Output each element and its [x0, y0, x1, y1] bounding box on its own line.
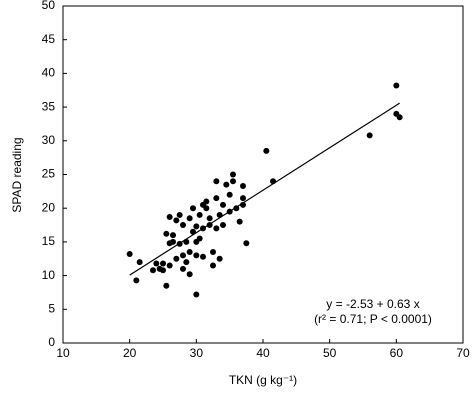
fit-line: [129, 102, 400, 276]
point: [173, 217, 180, 224]
point: [393, 82, 400, 89]
x-tick-label: 60: [390, 346, 404, 360]
point: [126, 251, 133, 258]
x-tick-label: 30: [190, 346, 204, 360]
point: [223, 181, 230, 188]
point: [206, 222, 213, 229]
point: [193, 252, 200, 259]
point: [160, 267, 166, 274]
y-tick-label: 15: [42, 234, 56, 248]
x-tick-label: 10: [56, 346, 70, 360]
y-tick-label: 35: [42, 99, 56, 113]
point: [233, 205, 240, 212]
point: [163, 230, 170, 237]
point: [160, 260, 166, 267]
point: [170, 232, 176, 239]
point: [230, 171, 236, 178]
point: [203, 205, 210, 212]
point: [196, 235, 203, 242]
point: [190, 205, 196, 212]
y-tick-label: 45: [42, 32, 56, 46]
point: [206, 215, 213, 222]
point: [396, 114, 403, 121]
point: [230, 178, 236, 185]
point: [176, 211, 183, 218]
point: [213, 195, 220, 202]
point: [240, 195, 246, 202]
point: [263, 147, 270, 154]
point: [366, 132, 373, 139]
point: [166, 213, 173, 220]
point: [186, 271, 193, 278]
y-tick-label: 5: [48, 301, 55, 315]
point: [210, 262, 216, 269]
point: [226, 191, 233, 198]
point: [180, 222, 186, 229]
y-tick-label: 25: [42, 167, 56, 181]
point: [153, 260, 160, 267]
point: [186, 249, 193, 256]
point: [150, 267, 156, 274]
x-tick-label: 40: [256, 346, 270, 360]
equation: y = -2.53 + 0.63 x: [326, 297, 419, 311]
point: [236, 218, 243, 225]
y-tick-label: 40: [42, 66, 56, 80]
point: [220, 201, 226, 208]
point: [216, 211, 223, 218]
point: [226, 208, 233, 215]
point: [163, 282, 170, 289]
point: [213, 178, 220, 185]
x-tick-label: 50: [323, 346, 337, 360]
point: [270, 178, 276, 185]
point: [180, 265, 186, 272]
point: [243, 240, 250, 247]
point: [183, 238, 190, 245]
point: [220, 222, 226, 229]
point: [183, 259, 190, 266]
point: [180, 252, 186, 259]
point: [216, 255, 223, 262]
point: [133, 277, 140, 284]
point: [173, 255, 180, 262]
point: [240, 182, 246, 189]
x-tick-label: 20: [123, 346, 137, 360]
stats: (r² = 0.71; P < 0.0001): [314, 312, 432, 326]
point: [196, 211, 203, 218]
point: [213, 225, 220, 232]
point: [193, 223, 200, 230]
point: [240, 201, 246, 208]
point: [200, 225, 206, 232]
point: [210, 249, 216, 256]
point: [176, 240, 183, 247]
y-axis-label: SPAD reading: [10, 137, 24, 212]
y-tick-label: 20: [42, 200, 56, 214]
y-tick-label: 50: [42, 0, 56, 12]
x-axis-label: TKN (g kg⁻¹): [229, 373, 297, 387]
plot-frame: [62, 5, 464, 344]
point: [193, 291, 200, 298]
point: [136, 259, 143, 266]
point: [186, 215, 193, 222]
y-tick-label: 0: [48, 335, 55, 349]
y-tick-label: 30: [42, 133, 56, 147]
y-tick-label: 10: [42, 268, 56, 282]
point: [200, 253, 206, 260]
point: [166, 262, 173, 269]
point: [190, 228, 196, 235]
point: [170, 238, 176, 245]
x-tick-label: 70: [456, 346, 470, 360]
point: [203, 198, 210, 205]
